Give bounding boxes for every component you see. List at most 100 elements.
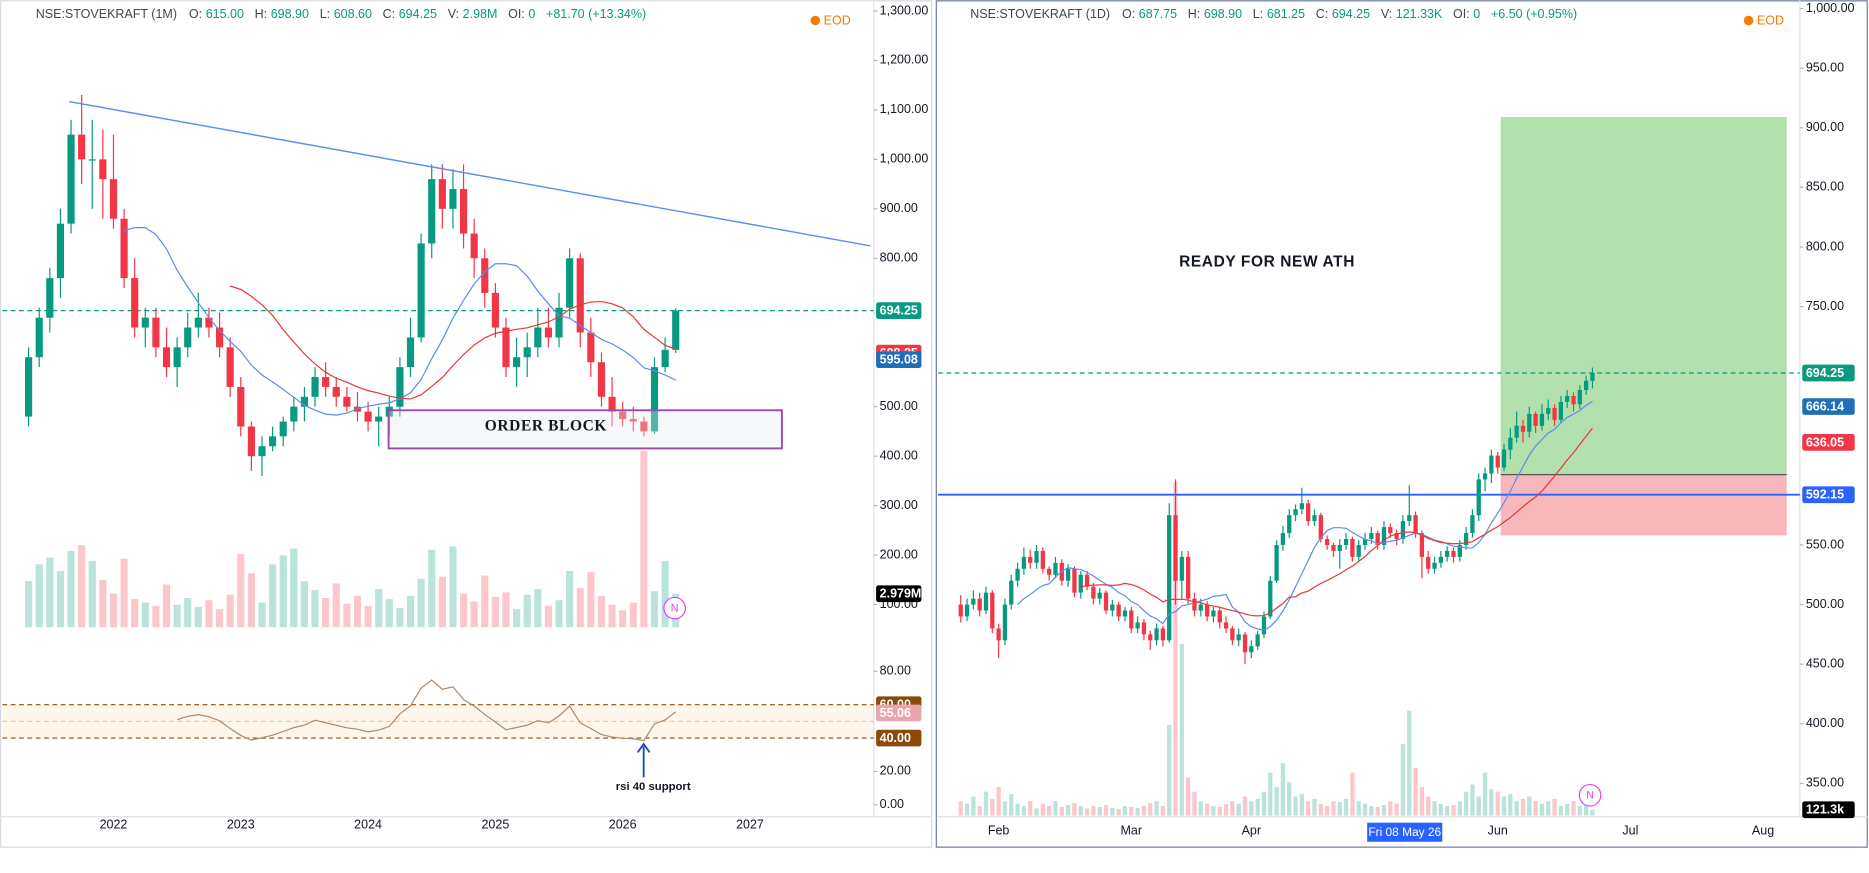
legend-text: H: [1188,7,1200,21]
candle-body [1287,515,1292,534]
candle-body [1318,515,1323,540]
candle-body [977,598,982,611]
price-tag [876,729,922,747]
candle-body [1021,556,1027,569]
volume-bar [258,602,266,628]
volume-bar [1400,744,1406,816]
volume-bar [385,599,393,628]
candle-body [1015,568,1020,581]
legend-text: O: [189,7,202,21]
candle-body [1388,527,1393,534]
volume-bar [619,610,627,628]
volume-bar [1135,807,1140,816]
price-tag-label: 694.25 [880,304,918,318]
volume-bar [1129,806,1134,816]
volume-bar [1501,796,1507,816]
volume-bar [141,602,149,628]
moving-average [1080,427,1593,617]
candle-body [237,386,245,427]
candle-body [1255,634,1260,647]
candle-body [1381,527,1387,545]
moving-average [229,285,676,400]
candle-body [1584,380,1589,391]
candle-body [544,327,552,338]
volume-bar [1482,772,1488,816]
candle-body [1040,550,1045,569]
candle-body [629,419,637,422]
volume-bar [109,593,118,628]
candle-body [396,367,404,407]
volume-bar [1299,794,1305,816]
volume-bar [1059,806,1064,816]
price-tag-label: 40.00 [880,731,911,745]
volume-bar [1053,801,1058,816]
candle-body [513,357,521,368]
candle-body [1394,533,1399,540]
legend-text: 698.90 [271,7,309,21]
candle-body [1407,515,1412,522]
volume-bar [1236,803,1241,816]
candle-body [1489,455,1494,474]
volume-bar [1331,801,1336,816]
news-icon[interactable] [663,596,686,620]
candle-body [983,592,989,611]
rsi-line [176,679,677,742]
candle-body [1135,622,1140,629]
candle-body [1375,533,1380,545]
volume-bar [990,798,995,816]
volume-bar [1261,791,1267,816]
arrow-head [636,742,651,753]
volume-bar [1495,791,1500,816]
volume-bar [162,584,171,628]
volume-bar [1324,806,1330,816]
volume-bar [1306,801,1311,816]
candle-body [958,604,963,617]
candle-body [226,347,234,387]
candle-body [1571,395,1576,405]
candle-body [523,347,531,358]
volume-bar [417,578,425,628]
volume-bar [502,592,510,628]
volume-bar [1508,794,1513,816]
legend-text: +81.70 (+13.34%) [546,7,646,21]
stop-zone [1500,474,1787,536]
volume-bar [587,572,595,628]
volume-bar [1255,798,1260,816]
candle-body [619,411,627,420]
news-icon[interactable] [1578,783,1602,807]
candle-body [1249,646,1254,653]
volume-bar [977,806,982,816]
volume-bar [1186,777,1191,816]
volume-bar [428,549,436,628]
volume-bar [1381,805,1387,816]
legend-text: 694.25 [1332,7,1370,21]
price-tag [876,585,922,603]
candle-body [438,179,446,209]
y-tick-label: 400.00 [1806,716,1844,730]
volume-bar [1350,772,1355,816]
order-block [387,409,783,450]
volume-bar [1463,791,1469,816]
volume-bar [983,791,989,816]
annotation: READY FOR NEW ATH [1179,254,1355,271]
news-icon-letter: N [671,603,679,615]
volume-bar [205,600,213,628]
candle-body [1306,503,1311,522]
volume-bar [1009,794,1014,816]
candle-body [332,386,340,397]
candle-body [88,159,96,161]
candle-body [1470,515,1475,534]
volume-bar [1476,796,1481,816]
price-tag-label: 595.08 [880,353,918,367]
volume-bar [1514,801,1519,816]
volume-bar [1571,801,1576,816]
candle-body [406,337,415,368]
volume-bar [290,548,298,628]
volume-bar [1558,806,1564,816]
volume-bar [1565,803,1570,816]
x-tick-label: 2026 [609,817,637,831]
candle-body [194,317,202,328]
candle-body [1337,544,1342,551]
candle-body [1350,539,1355,557]
moving-average [1017,400,1593,631]
